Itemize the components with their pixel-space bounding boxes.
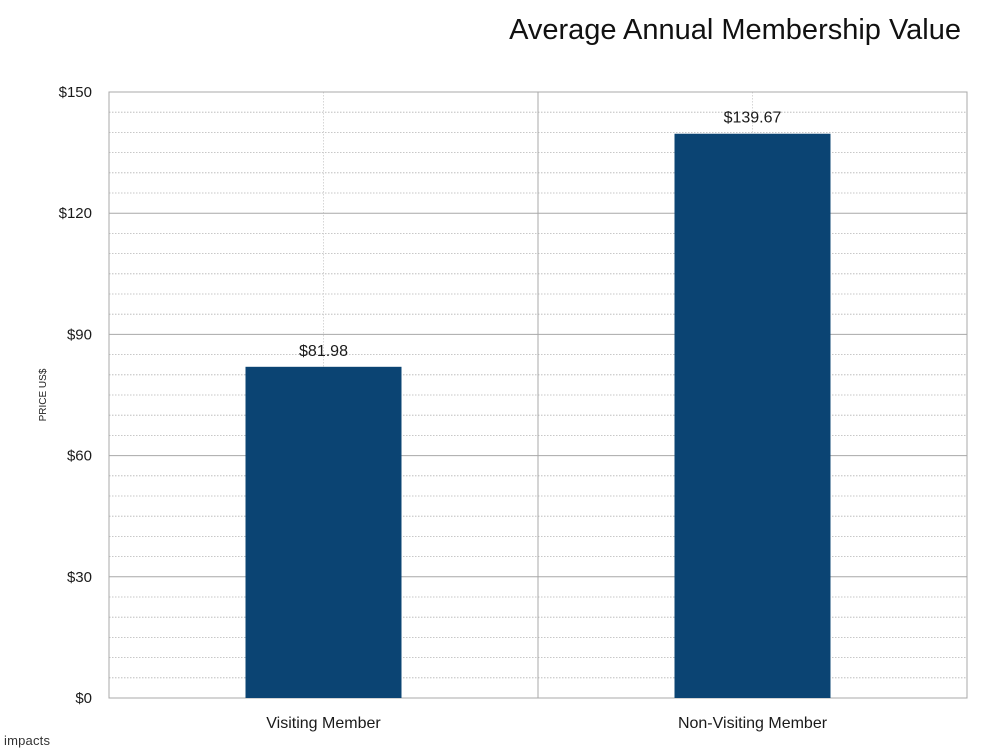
labels: $0 $30 $60 $90 $120 $150 $81.98 Visiting Member… [59,84,828,732]
y-tick-label: $120 [59,205,92,222]
brand-logo-text: impacts [4,733,51,748]
y-tick-label: $90 [67,326,92,343]
y-tick-label: $0 [75,690,92,707]
bar-value-label: $139.67 [724,110,782,127]
x-category-label: Non-Visiting Member [678,715,828,732]
bar [674,133,831,698]
chart-title: Average Annual Membership Value [509,14,961,46]
plot-area-border [108,91,968,699]
bar-value-label: $81.98 [299,343,348,360]
y-tick-label: $30 [67,569,92,586]
grid-lines [108,91,968,699]
y-axis-title: PRICE US$ [38,368,49,421]
y-tick-label: $60 [67,448,92,465]
y-tick-label: $150 [59,84,92,101]
bar [245,366,402,698]
bars [245,133,831,698]
x-category-label: Visiting Member [266,715,381,732]
